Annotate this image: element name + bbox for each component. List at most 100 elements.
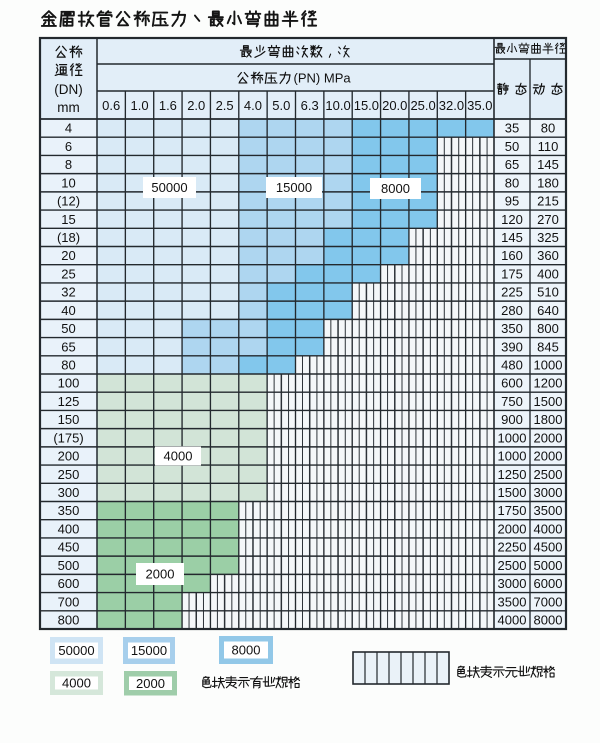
svg-text:1500: 1500 [498, 485, 527, 500]
svg-text:125: 125 [58, 394, 80, 409]
svg-text:600: 600 [58, 576, 80, 591]
svg-text:1000: 1000 [534, 357, 563, 372]
svg-text:(18): (18) [57, 230, 80, 245]
svg-text:35.0: 35.0 [467, 98, 492, 113]
svg-text:0.6: 0.6 [102, 98, 120, 113]
svg-text:4000: 4000 [164, 449, 193, 464]
svg-text:(PN) MPa: (PN) MPa [294, 71, 352, 86]
svg-text:8000: 8000 [232, 643, 261, 658]
svg-text:500: 500 [58, 558, 80, 573]
svg-text:1000: 1000 [498, 449, 527, 464]
svg-text:300: 300 [58, 485, 80, 500]
svg-text:360: 360 [537, 248, 559, 263]
svg-text:6: 6 [65, 139, 72, 154]
svg-text:2000: 2000 [534, 430, 563, 445]
svg-text:5.0: 5.0 [272, 98, 290, 113]
svg-text:6.3: 6.3 [301, 98, 319, 113]
svg-text:350: 350 [58, 503, 80, 518]
svg-text:32.0: 32.0 [439, 98, 464, 113]
svg-text:450: 450 [58, 540, 80, 555]
svg-text:215: 215 [537, 194, 559, 209]
svg-text:1.0: 1.0 [131, 98, 149, 113]
svg-text:8000: 8000 [534, 612, 563, 627]
svg-text:900: 900 [501, 412, 523, 427]
svg-text:1800: 1800 [534, 412, 563, 427]
svg-text:(12): (12) [57, 194, 80, 209]
svg-text:2000: 2000 [498, 521, 527, 536]
svg-text:8: 8 [65, 157, 72, 172]
svg-text:1500: 1500 [534, 394, 563, 409]
svg-text:3500: 3500 [498, 594, 527, 609]
svg-text:4000: 4000 [62, 676, 91, 691]
svg-text:15000: 15000 [276, 180, 312, 195]
svg-text:160: 160 [501, 248, 523, 263]
svg-text:2.0: 2.0 [187, 98, 205, 113]
svg-text:400: 400 [537, 266, 559, 281]
svg-text:4: 4 [65, 121, 72, 136]
svg-text:250: 250 [58, 467, 80, 482]
svg-text:2000: 2000 [146, 567, 175, 582]
svg-text:5000: 5000 [534, 558, 563, 573]
svg-text:3000: 3000 [498, 576, 527, 591]
svg-text:4500: 4500 [534, 540, 563, 555]
svg-text:10: 10 [61, 175, 75, 190]
svg-text:3500: 3500 [534, 503, 563, 518]
svg-text:15.0: 15.0 [354, 98, 379, 113]
svg-text:25.0: 25.0 [410, 98, 435, 113]
svg-text:145: 145 [501, 230, 523, 245]
svg-text:mm: mm [57, 100, 80, 115]
svg-text:1250: 1250 [498, 467, 527, 482]
svg-text:400: 400 [58, 521, 80, 536]
svg-text:510: 510 [537, 285, 559, 300]
svg-text:50: 50 [61, 321, 75, 336]
svg-text:25: 25 [61, 266, 75, 281]
svg-text:7000: 7000 [534, 594, 563, 609]
svg-text:225: 225 [501, 285, 523, 300]
svg-text:110: 110 [538, 139, 559, 154]
svg-text:150: 150 [58, 412, 80, 427]
svg-text:(175): (175) [53, 430, 83, 445]
svg-text:8000: 8000 [381, 181, 410, 196]
svg-text:175: 175 [501, 266, 523, 281]
svg-text:180: 180 [537, 175, 559, 190]
svg-text:2.5: 2.5 [216, 98, 234, 113]
svg-text:1000: 1000 [498, 430, 527, 445]
svg-text:2500: 2500 [534, 467, 563, 482]
svg-text:2000: 2000 [136, 676, 165, 691]
svg-text:120: 120 [501, 212, 523, 227]
svg-text:700: 700 [58, 594, 80, 609]
svg-text:80: 80 [541, 121, 555, 136]
svg-text:480: 480 [501, 357, 523, 372]
svg-text:10.0: 10.0 [325, 98, 350, 113]
svg-text:2500: 2500 [498, 558, 527, 573]
svg-text:35: 35 [505, 121, 519, 136]
svg-text:640: 640 [537, 303, 559, 318]
svg-text:15: 15 [61, 212, 75, 227]
svg-text:800: 800 [58, 612, 80, 627]
svg-text:145: 145 [537, 157, 559, 172]
svg-text:200: 200 [58, 449, 80, 464]
svg-text:50000: 50000 [58, 643, 94, 658]
svg-text:20: 20 [61, 248, 75, 263]
svg-text:65: 65 [61, 339, 75, 354]
svg-text:20.0: 20.0 [382, 98, 407, 113]
svg-text:95: 95 [505, 194, 519, 209]
svg-text:32: 32 [61, 285, 75, 300]
svg-text:65: 65 [505, 157, 519, 172]
svg-text:270: 270 [537, 212, 559, 227]
svg-text:(DN): (DN) [54, 82, 83, 97]
svg-text:4000: 4000 [534, 521, 563, 536]
svg-text:80: 80 [505, 175, 519, 190]
svg-text:1750: 1750 [498, 503, 527, 518]
svg-text:15000: 15000 [131, 643, 167, 658]
svg-text:750: 750 [501, 394, 523, 409]
svg-text:50: 50 [505, 139, 519, 154]
svg-text:40: 40 [61, 303, 75, 318]
svg-text:3000: 3000 [534, 485, 563, 500]
svg-text:350: 350 [501, 321, 523, 336]
svg-text:2000: 2000 [534, 449, 563, 464]
svg-text:390: 390 [501, 339, 523, 354]
svg-text:280: 280 [501, 303, 523, 318]
svg-text:1.6: 1.6 [159, 98, 177, 113]
svg-text:4.0: 4.0 [244, 98, 262, 113]
